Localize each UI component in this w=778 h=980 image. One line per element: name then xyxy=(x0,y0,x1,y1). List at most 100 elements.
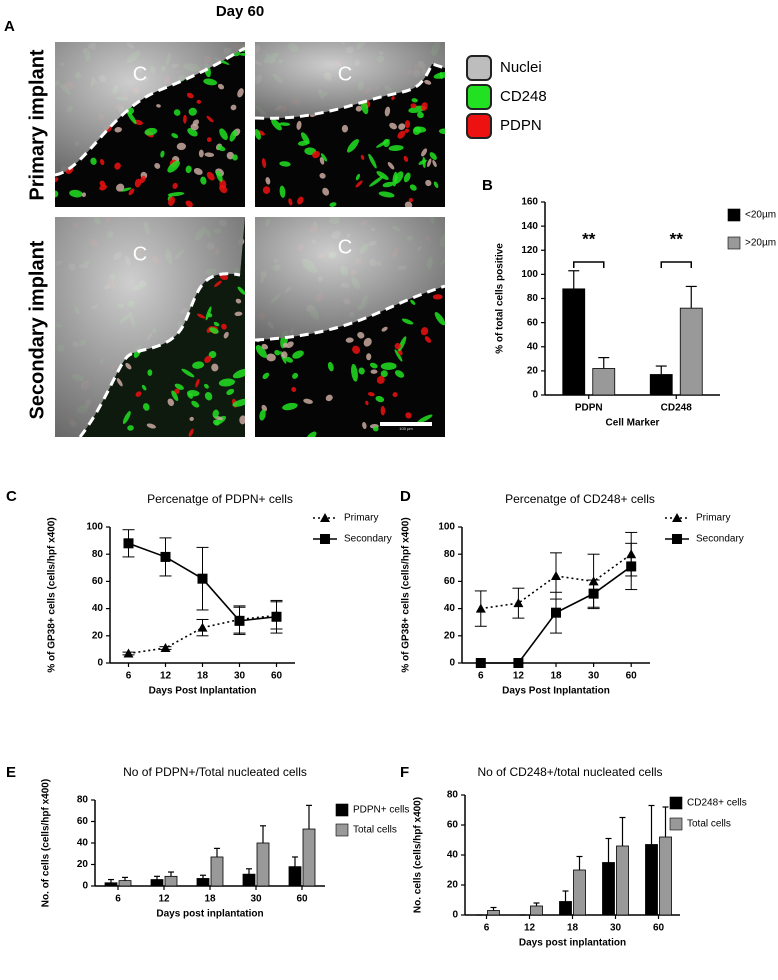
cell xyxy=(372,426,379,432)
marker xyxy=(513,598,524,608)
legend-label: CD248 xyxy=(500,88,547,105)
bar xyxy=(559,901,572,916)
cell xyxy=(219,274,229,281)
bar xyxy=(118,880,132,887)
cell xyxy=(120,187,132,192)
cell xyxy=(237,286,245,295)
cell xyxy=(217,83,225,90)
cell xyxy=(116,378,123,387)
legend-label: Secondary xyxy=(344,534,392,545)
cell xyxy=(365,400,369,406)
micrograph-content xyxy=(55,42,245,207)
cell xyxy=(232,398,245,407)
y-tick-label: 40 xyxy=(444,603,456,614)
marker xyxy=(320,513,330,522)
legend-label: Total cells xyxy=(687,819,731,830)
cell xyxy=(190,123,199,131)
cell xyxy=(376,171,389,180)
cell xyxy=(433,71,445,79)
cell xyxy=(213,321,220,327)
cell xyxy=(235,298,242,304)
cell xyxy=(300,132,310,144)
cell xyxy=(363,337,372,347)
panel-letter: F xyxy=(400,764,409,781)
cell xyxy=(154,162,161,169)
cell xyxy=(185,200,193,207)
cell xyxy=(81,192,87,198)
cell xyxy=(432,294,443,300)
cell xyxy=(417,111,424,119)
cell xyxy=(174,383,184,390)
x-axis-label: Days post inplantation xyxy=(156,909,263,920)
cell xyxy=(259,409,266,421)
y-tick-label: 100 xyxy=(521,269,538,280)
cell xyxy=(55,177,59,183)
bar xyxy=(602,862,615,916)
bar xyxy=(645,844,658,916)
cell xyxy=(404,201,413,207)
cell xyxy=(279,185,286,198)
cell xyxy=(187,390,200,397)
panel-letter: E xyxy=(6,764,16,781)
legend-label: CD248+ cells xyxy=(687,798,747,809)
cell xyxy=(69,189,83,198)
legend-label: PDPN+ cells xyxy=(353,805,409,816)
marker xyxy=(271,611,282,622)
legend-swatch xyxy=(335,823,349,837)
cell xyxy=(387,162,395,170)
y-tick-label: 60 xyxy=(527,317,539,328)
cell xyxy=(232,368,245,379)
cell xyxy=(205,306,212,321)
cell xyxy=(312,150,320,159)
cell xyxy=(171,390,179,402)
cell xyxy=(191,400,200,408)
cell xyxy=(255,345,267,358)
cell xyxy=(389,122,397,130)
cell xyxy=(397,130,406,139)
y-tick-label: 40 xyxy=(447,850,459,861)
cell xyxy=(380,370,388,378)
cell xyxy=(398,123,406,130)
cell xyxy=(204,383,209,389)
cell xyxy=(345,337,354,343)
cell xyxy=(213,419,220,426)
capsule-border xyxy=(78,272,241,437)
cell xyxy=(265,177,271,185)
capsule-region xyxy=(55,217,245,437)
cell xyxy=(255,129,261,140)
cell xyxy=(197,313,206,319)
cell xyxy=(126,110,137,125)
cell xyxy=(196,99,202,104)
region-label: C xyxy=(133,63,147,85)
cell xyxy=(369,362,378,369)
cell xyxy=(388,145,404,152)
chart-title: No of PDPN+/Total nucleated cells xyxy=(123,765,307,779)
y-tick-label: 0 xyxy=(82,881,88,892)
x-tick-label: 30 xyxy=(610,923,622,934)
bar xyxy=(164,875,178,887)
cell xyxy=(413,126,427,133)
cell xyxy=(403,155,409,162)
cell xyxy=(325,394,333,402)
legend-label: Total cells xyxy=(353,825,397,836)
cell xyxy=(358,367,365,375)
bar xyxy=(573,869,586,916)
cell xyxy=(203,78,218,86)
scale-bar xyxy=(380,422,432,426)
cell xyxy=(285,356,294,363)
cell xyxy=(282,342,288,348)
cell xyxy=(366,353,372,361)
cell xyxy=(216,170,223,182)
cell xyxy=(429,152,437,161)
cell xyxy=(296,120,302,130)
x-tick-label: 60 xyxy=(296,894,308,905)
cell xyxy=(288,198,293,206)
cell xyxy=(156,104,161,108)
bar xyxy=(256,842,270,887)
cell xyxy=(206,115,214,123)
cell xyxy=(352,345,361,354)
y-tick-label: 20 xyxy=(444,630,456,641)
cell xyxy=(421,148,428,157)
x-axis-label: Days Post Inplantation xyxy=(149,686,257,697)
y-tick-label: 80 xyxy=(527,293,539,304)
